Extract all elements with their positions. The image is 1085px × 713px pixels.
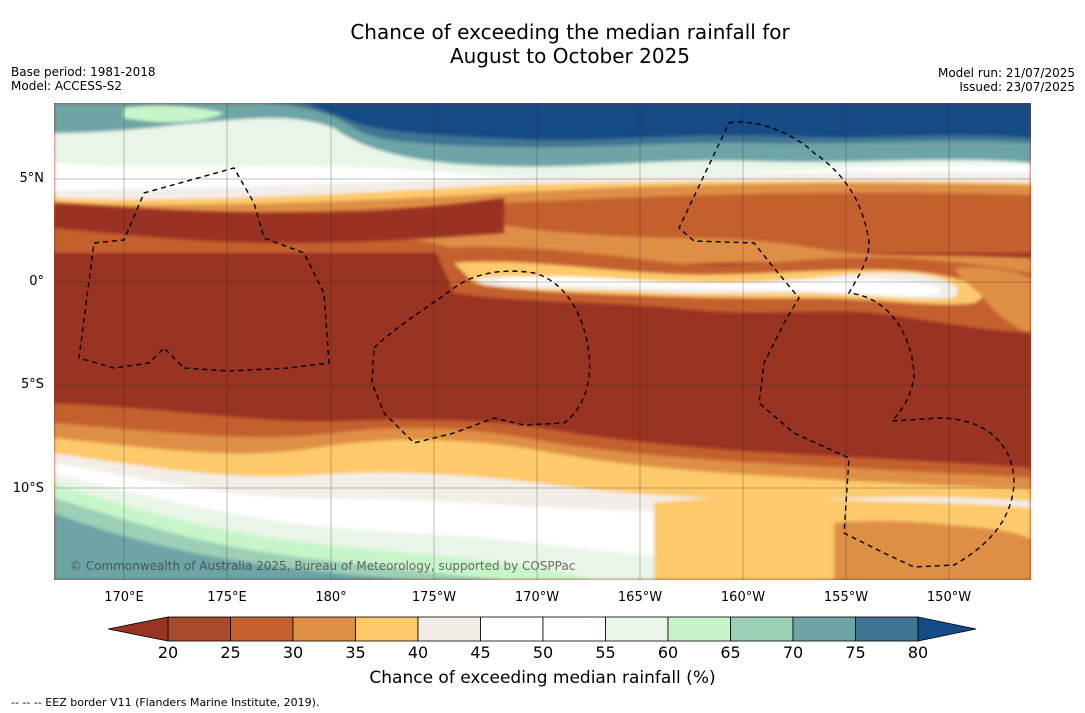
chart-title: Chance of exceeding the median rainfall … xyxy=(0,20,1085,68)
colorbar-segment xyxy=(230,616,294,642)
colorbar-segment xyxy=(167,616,231,642)
colorbar-tick-label: 25 xyxy=(220,643,241,662)
lon-label-155w: 155°W xyxy=(823,590,869,605)
lon-label-170e: 170°E xyxy=(104,590,144,605)
rainfall-map xyxy=(54,103,1031,580)
copyright-credit: © Commonwealth of Australia 2025, Bureau… xyxy=(70,559,576,573)
colorbar-tick-label: 80 xyxy=(907,643,929,662)
colorbar-segment xyxy=(667,616,731,642)
model-run-text: Model run: 21/07/2025 xyxy=(937,66,1075,80)
colorbar-tick-label: 65 xyxy=(720,643,741,662)
lon-label-160w: 160°W xyxy=(720,590,766,605)
colorbar xyxy=(108,616,977,642)
model-text: Model: ACCESS-S2 xyxy=(11,79,123,93)
lon-label-180: 180° xyxy=(315,590,347,605)
colorbar-segment xyxy=(480,616,544,642)
colorbar-over-arrow xyxy=(917,616,977,642)
lat-label-0: 0° xyxy=(29,274,44,289)
colorbar-segment xyxy=(292,616,356,642)
eez-borders xyxy=(78,121,1015,568)
colorbar-tick-label: 70 xyxy=(782,643,804,662)
eez-border-east xyxy=(678,121,1015,568)
colorbar-segment xyxy=(355,616,419,642)
lon-label-150w: 150°W xyxy=(926,590,972,605)
colorbar-tick-label: 45 xyxy=(470,643,491,662)
south-zones xyxy=(54,198,1031,580)
lon-label-175e: 175°E xyxy=(207,590,247,605)
colorbar-tick-label: 75 xyxy=(845,643,866,662)
title-line-2: August to October 2025 xyxy=(449,44,691,68)
map-canvas xyxy=(54,103,1031,580)
colorbar-under-arrow xyxy=(108,616,169,642)
colorbar-tick-label: 55 xyxy=(595,643,616,662)
equatorial-zones xyxy=(354,210,1031,333)
meta-left: Base period: 1981-2018 Model: ACCESS-S2 xyxy=(11,65,156,93)
issued-text: Issued: 23/07/2025 xyxy=(959,80,1075,94)
colorbar-tick-label: 60 xyxy=(657,643,679,662)
lat-label-5n: 5°N xyxy=(19,171,45,186)
colorbar-tick-label: 40 xyxy=(407,643,429,662)
eez-border-west xyxy=(78,167,330,372)
title-line-1: Chance of exceeding the median rainfall … xyxy=(350,20,790,44)
meta-right: Model run: 21/07/2025 Issued: 23/07/2025 xyxy=(938,66,1075,94)
colorbar-segment xyxy=(542,616,606,642)
colorbar-segment xyxy=(855,616,919,642)
colorbar-title: Chance of exceeding median rainfall (%) xyxy=(369,668,716,688)
colorbar-segment xyxy=(730,616,794,642)
colorbar-tick-label: 50 xyxy=(532,643,554,662)
lat-label-10s: 10°S xyxy=(12,481,44,496)
colorbar-segment xyxy=(792,616,856,642)
colorbar-segments xyxy=(167,616,919,642)
lon-label-170w: 170°W xyxy=(514,590,560,605)
eez-border-central xyxy=(371,270,591,444)
lon-label-165w: 165°W xyxy=(617,590,663,605)
colorbar-tick-label: 30 xyxy=(282,643,304,662)
colorbar-tick-label: 35 xyxy=(345,643,366,662)
colorbar-segment xyxy=(417,616,481,642)
colorbar-tick-label: 20 xyxy=(157,643,179,662)
colorbar-segment xyxy=(605,616,669,642)
grid-lines xyxy=(54,103,1031,580)
lat-label-5s: 5°S xyxy=(20,377,44,392)
lon-label-175w: 175°W xyxy=(411,590,457,605)
base-period-text: Base period: 1981-2018 xyxy=(11,65,156,79)
eez-legend-footnote: -- -- -- EEZ border V11 (Flanders Marine… xyxy=(11,696,320,709)
